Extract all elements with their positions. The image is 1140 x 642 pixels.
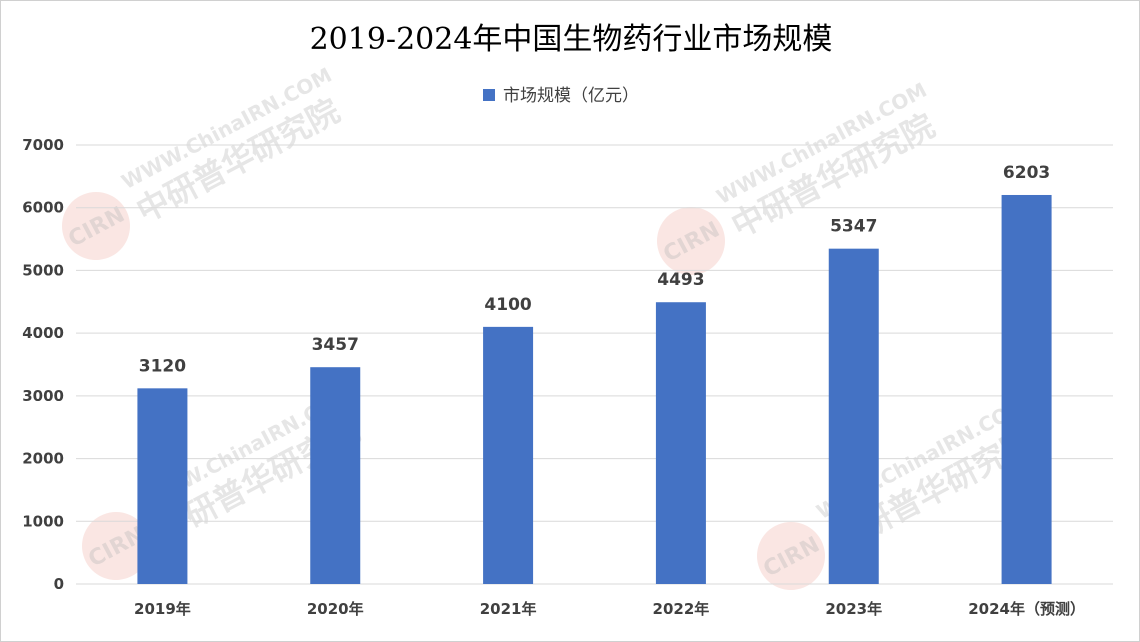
- data-label-5: 6203: [1003, 163, 1050, 183]
- bar-3: [655, 302, 706, 584]
- bar-5: [1001, 194, 1052, 585]
- watermark-badge-circle: [62, 192, 130, 260]
- y-tick-label: 7000: [22, 136, 64, 154]
- x-tick-label-2: 2021年: [480, 600, 537, 618]
- watermark-badge-circle: [757, 522, 825, 590]
- bar-1: [310, 367, 361, 584]
- data-label-4: 5347: [830, 217, 877, 237]
- legend: 市场规模（亿元）: [483, 86, 639, 106]
- x-tick-label-5: 2024年（预测）: [968, 600, 1085, 618]
- x-tick-label-3: 2022年: [653, 600, 710, 618]
- y-tick-label: 3000: [22, 387, 64, 405]
- y-tick-label: 5000: [22, 261, 64, 279]
- chart-title: 2019-2024年中国生物药行业市场规模: [310, 22, 833, 57]
- y-tick-label: 2000: [22, 450, 64, 468]
- data-label-2: 4100: [484, 295, 531, 315]
- y-tick-label: 6000: [22, 199, 64, 217]
- legend-swatch: [483, 89, 495, 101]
- x-tick-label-0: 2019年: [134, 600, 191, 618]
- y-tick-label: 4000: [22, 324, 64, 342]
- y-tick-label: 1000: [22, 512, 64, 530]
- data-label-3: 4493: [657, 270, 704, 290]
- x-tick-label-1: 2020年: [307, 600, 364, 618]
- x-tick-label-4: 2023年: [825, 600, 882, 618]
- data-label-0: 3120: [139, 356, 186, 376]
- watermark-badge-circle: [82, 512, 150, 580]
- label-layer: 3120 3457 4100 4493 5347 6203: [139, 163, 1050, 376]
- bar-2: [483, 326, 534, 584]
- grid-layer: [76, 144, 1113, 585]
- watermark-badge-circle: [657, 207, 725, 275]
- xtick-layer: 2019年 2020年 2021年 2022年 2023年 2024年（预测）: [134, 600, 1085, 618]
- ytick-layer: 0 1000 2000 3000 4000 5000 6000 7000: [22, 136, 64, 593]
- bar-0: [137, 388, 188, 584]
- legend-label: 市场规模（亿元）: [503, 86, 639, 106]
- bar-4: [828, 248, 879, 584]
- y-tick-label: 0: [54, 575, 64, 593]
- bar-layer: [137, 194, 1052, 585]
- data-label-1: 3457: [312, 335, 359, 355]
